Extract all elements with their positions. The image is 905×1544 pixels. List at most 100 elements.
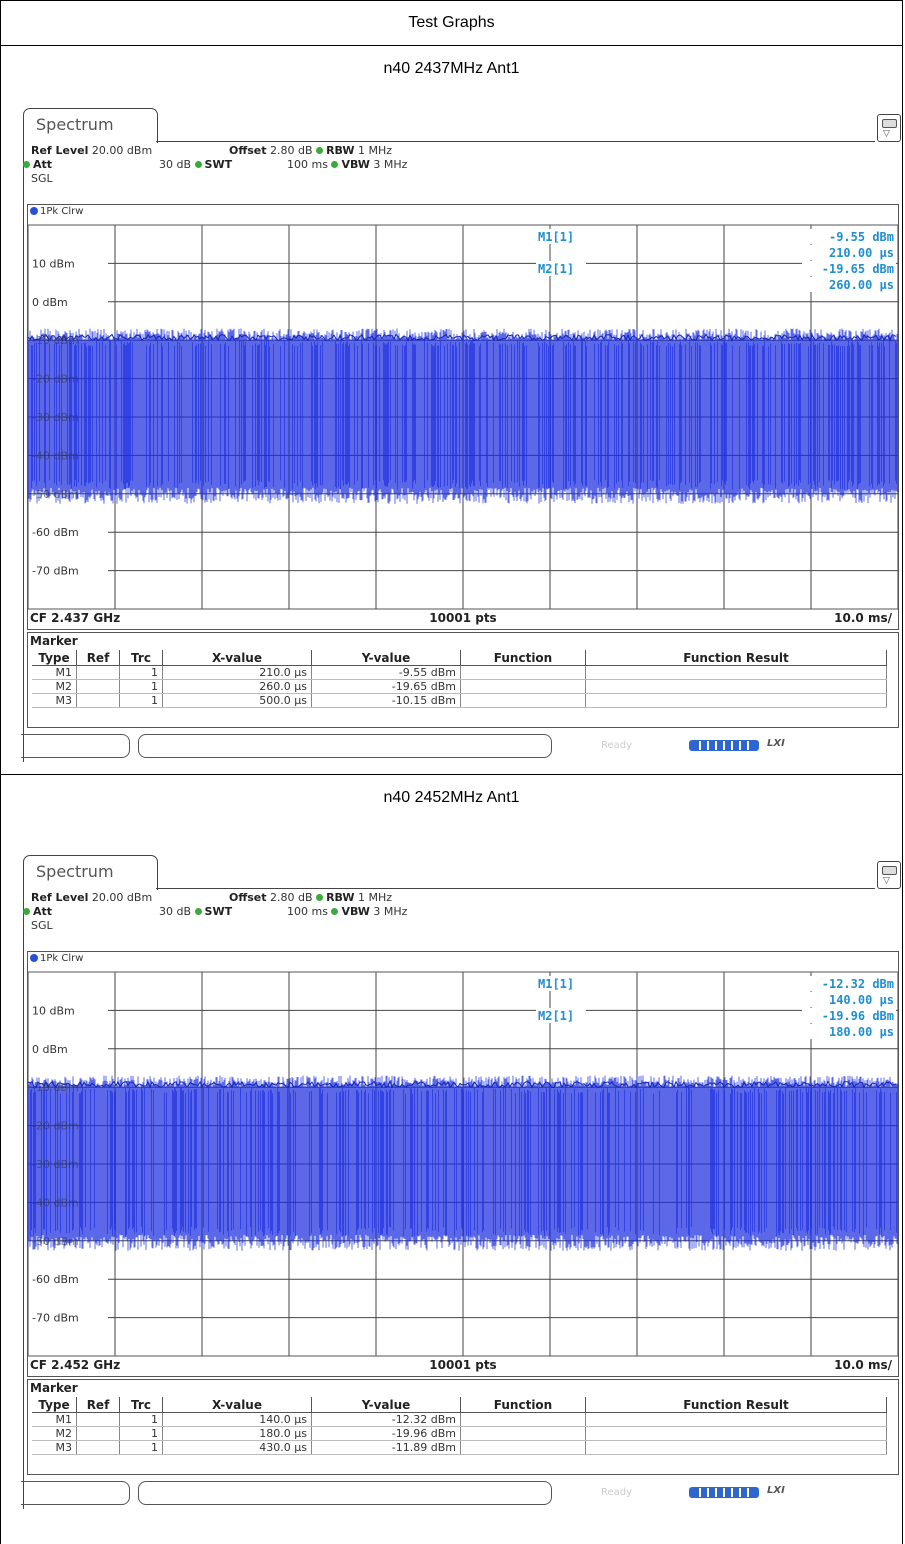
rbw-label: RBW [326,891,355,904]
cell-ref [76,665,120,680]
status-message-field [138,1481,552,1505]
marker-readout-m2-label: M2[1] [538,262,574,276]
trace-envelope [28,1080,897,1089]
marker-readout-m2-level: -19.96 dBm [822,1009,894,1023]
menu-button[interactable]: ▽ [877,861,901,889]
offset-value: 2.80 dB [270,144,313,157]
chevron-down-icon: ▽ [883,129,890,139]
cell-ref [76,1440,120,1455]
marker-panel: Marker Type Ref Trc X-value Y-value Function F… [27,1379,899,1475]
y-tick-label: 10 dBm [32,257,75,270]
ready-status: Ready [601,1487,633,1498]
cell-x: 140.0 µs [162,1412,312,1427]
ref-level-label: Ref Level [31,891,89,904]
spectrum-tab-label: Spectrum [36,862,114,881]
column-header-function-result: Function Result [585,1397,887,1413]
marker-readout-m2-level: -19.65 dBm [822,262,894,276]
cell-function [460,1426,586,1441]
rbw-value: 1 MHz [357,144,392,157]
trace-envelope [28,333,897,342]
sweep-mode: SGL [31,919,53,932]
marker-panel-title: Marker [30,1381,78,1395]
cell-function [460,693,586,708]
column-header-function: Function [460,650,586,666]
status-dot [194,161,202,168]
marker-readout-m2-time: 260.00 µs [829,278,894,292]
column-header-type: Type [32,1397,77,1413]
ref-level-label: Ref Level [31,144,89,157]
status-dot [23,908,30,915]
cell-x: 430.0 µs [162,1440,312,1455]
marker-readout-m1-time: 210.00 µs [829,246,894,260]
ref-level-value: 20.00 dBm [91,891,153,904]
att-label: Att [33,158,53,171]
cell-type: M2 [32,1426,77,1441]
marker-readout-m2-time: 180.00 µs [829,1025,894,1039]
y-tick-label: -30 dBm [32,1158,79,1171]
cell-y: -19.65 dBm [311,679,461,694]
cell-x: 180.0 µs [162,1426,312,1441]
column-header-y-value: Y-value [311,650,461,666]
trace-label-text: 1Pk Clrw [40,206,84,217]
spectrum-tab[interactable]: Spectrum [23,855,158,890]
cell-result [585,1412,887,1427]
column-header-x-value: X-value [162,1397,312,1413]
column-header-y-value: Y-value [311,1397,461,1413]
tab-divider [156,888,875,889]
cell-trc: 1 [119,1426,163,1441]
status-dot [194,908,202,915]
spectrum-chart-svg: 10 dBm 0 dBm -10 dBm -20 dBm -30 dBm -40 dBm -… [28,971,898,1357]
spectrum-plot[interactable]: 10 dBm 0 dBm -10 dBm -20 dBm -30 dBm -40 dBm -… [27,204,899,630]
marker-panel-title: Marker [30,634,78,648]
y-tick-label: -40 dBm [32,449,79,462]
swt-value: 100 ms [287,905,328,918]
table-row: M3 1 500.0 µs -10.15 dBm [32,693,887,708]
analyzer-screen-2: Spectrum ▽ Ref Level 20.00 dBm Offset 2.… [21,855,901,1515]
marker-table-header: Type Ref Trc X-value Y-value Function Function… [32,650,887,666]
cell-result [585,665,887,680]
cell-trc: 1 [119,1412,163,1427]
y-tick-label: -10 dBm [32,1081,79,1094]
table-row: M2 1 260.0 µs -19.65 dBm [32,679,887,694]
cell-y: -10.15 dBm [311,693,461,708]
status-bar: Ready LXI [21,734,901,760]
spectrum-tab[interactable]: Spectrum [23,108,158,143]
trace-1pk-clrw [28,1075,898,1251]
status-field-left [21,734,130,758]
column-header-ref: Ref [76,1397,120,1413]
cell-x: 210.0 µs [162,665,312,680]
spectrum-plot[interactable]: 10 dBm 0 dBm -10 dBm -20 dBm -30 dBm -40 dBm -… [27,951,899,1377]
cell-ref [76,1412,120,1427]
marker-readout-m1-label: M1[1] [538,977,574,991]
y-tick-label: -40 dBm [32,1196,79,1209]
spectrum-chart-svg: 10 dBm 0 dBm -10 dBm -20 dBm -30 dBm -40 dBm -… [28,224,898,610]
status-dot [316,147,324,154]
cell-result [585,1440,887,1455]
status-message-field [138,734,552,758]
time-per-division: 10.0 ms/ [834,1358,892,1372]
marker-readout-m1-time: 140.00 µs [829,993,894,1007]
vbw-value: 3 MHz [373,158,408,171]
cell-ref [76,1426,120,1441]
section-heading-1: n40 2437MHz Ant1 [0,45,903,91]
y-tick-label: 10 dBm [32,1004,75,1017]
page-title: Test Graphs [0,0,903,45]
cell-trc: 1 [119,665,163,680]
column-header-trc: Trc [119,650,163,666]
menu-button[interactable]: ▽ [877,114,901,142]
cell-ref [76,679,120,694]
rbw-label: RBW [326,144,355,157]
swt-label: SWT [204,905,233,918]
status-dot [331,908,339,915]
analyzer-screen-1: Spectrum ▽ Ref Level 20.00 dBm Offset 2.… [21,108,901,768]
column-header-trc: Trc [119,1397,163,1413]
menu-icon [882,119,897,128]
tab-divider [156,141,875,142]
window-edge [23,142,24,762]
y-tick-label: -60 dBm [32,526,79,539]
marker-readout-m1-label: M1[1] [538,230,574,244]
swt-label: SWT [204,158,233,171]
section-2-cell: Spectrum ▽ Ref Level 20.00 dBm Offset 2.… [0,820,903,1544]
trace-path [28,328,898,504]
table-row: M1 1 210.0 µs -9.55 dBm [32,665,887,680]
